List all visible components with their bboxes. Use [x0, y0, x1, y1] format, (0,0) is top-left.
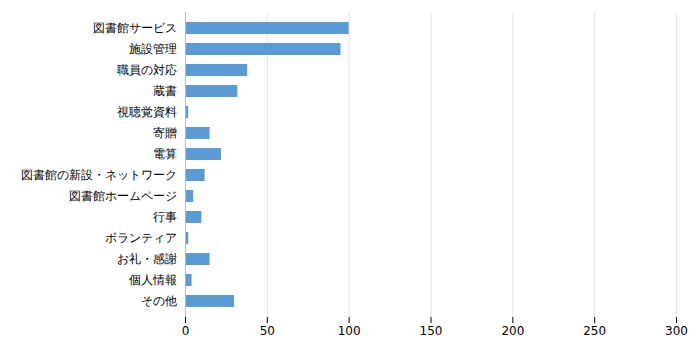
svg-text:お礼・感謝: お礼・感謝 — [117, 252, 177, 266]
svg-text:施設管理: 施設管理 — [129, 42, 177, 56]
svg-text:150: 150 — [420, 324, 443, 338]
svg-text:その他: その他 — [141, 294, 177, 308]
svg-text:200: 200 — [501, 324, 524, 338]
svg-text:ボランティア: ボランティア — [105, 231, 177, 245]
svg-text:図書館の新設・ネットワーク: 図書館の新設・ネットワーク — [21, 168, 177, 182]
svg-text:100: 100 — [338, 324, 361, 338]
svg-text:寄贈: 寄贈 — [153, 126, 177, 140]
svg-text:蔵書: 蔵書 — [153, 84, 177, 98]
svg-text:視聴覚資料: 視聴覚資料 — [117, 105, 177, 119]
svg-text:電算: 電算 — [153, 147, 177, 161]
svg-text:0: 0 — [182, 324, 190, 338]
svg-text:図書館ホームページ: 図書館ホームページ — [69, 189, 177, 203]
svg-text:職員の対応: 職員の対応 — [117, 63, 177, 77]
svg-text:250: 250 — [583, 324, 606, 338]
svg-text:図書館サービス: 図書館サービス — [93, 21, 177, 35]
svg-text:50: 50 — [260, 324, 275, 338]
svg-text:個人情報: 個人情報 — [129, 273, 177, 287]
svg-text:行事: 行事 — [153, 210, 177, 224]
svg-text:300: 300 — [665, 324, 688, 338]
